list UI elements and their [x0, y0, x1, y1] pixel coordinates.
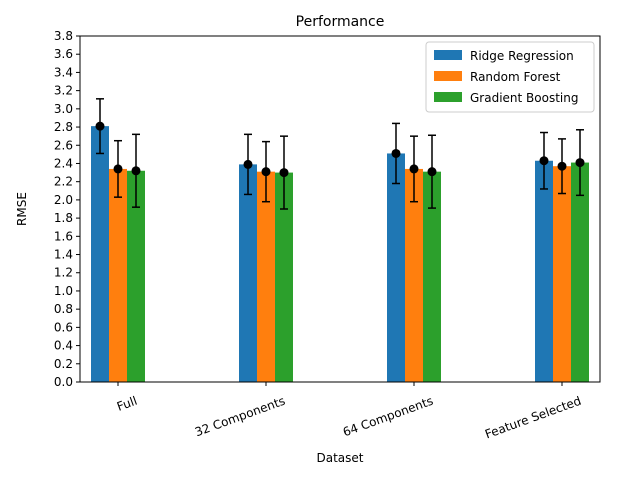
bar-1-1	[257, 171, 275, 382]
y-tick-label-0: 0.0	[54, 375, 73, 389]
y-tick-label-17: 3.4	[54, 65, 73, 79]
point-2-0	[131, 166, 141, 176]
y-tick-label-9: 1.8	[54, 211, 73, 225]
y-tick-label-12: 2.4	[54, 156, 73, 170]
x-tick-label-2: 64 Components	[341, 394, 435, 440]
point-2-2	[427, 167, 437, 177]
point-1-2	[409, 164, 419, 174]
legend-swatch-0	[434, 50, 462, 60]
y-tick-label-16: 3.2	[54, 84, 73, 98]
point-0-2	[391, 148, 401, 158]
bar-0-3	[535, 160, 553, 382]
point-1-0	[113, 164, 123, 174]
point-0-1	[243, 159, 253, 169]
legend-label-2: Gradient Boosting	[470, 91, 578, 105]
y-tick-label-18: 3.6	[54, 47, 73, 61]
y-tick-label-5: 1.0	[54, 284, 73, 298]
y-tick-label-14: 2.8	[54, 120, 73, 134]
y-tick-label-3: 0.6	[54, 320, 73, 334]
chart-title: Performance	[296, 14, 385, 30]
x-tick-label-3: Feature Selected	[483, 394, 583, 442]
legend-swatch-1	[434, 71, 462, 81]
y-tick-label-6: 1.2	[54, 266, 73, 280]
point-2-1	[279, 168, 289, 178]
y-tick-label-1: 0.2	[54, 357, 73, 371]
bar-2-0	[127, 170, 145, 382]
legend-swatch-2	[434, 92, 462, 102]
x-axis-label: Dataset	[317, 451, 364, 465]
y-tick-label-19: 3.8	[54, 29, 73, 43]
y-tick-label-15: 3.0	[54, 102, 73, 116]
y-tick-label-11: 2.2	[54, 175, 73, 189]
legend-label-0: Ridge Regression	[470, 49, 574, 63]
y-tick-label-2: 0.4	[54, 339, 73, 353]
y-tick-label-10: 2.0	[54, 193, 73, 207]
series-2	[127, 129, 589, 382]
bar-2-1	[275, 172, 293, 382]
bar-0-1	[239, 164, 257, 382]
point-0-3	[539, 156, 549, 166]
y-tick-label-13: 2.6	[54, 138, 73, 152]
bar-1-0	[109, 168, 127, 382]
bar-1-3	[553, 166, 571, 382]
point-2-3	[575, 158, 585, 168]
series-0	[91, 98, 553, 382]
y-tick-label-7: 1.4	[54, 248, 73, 262]
point-1-3	[557, 161, 567, 171]
bar-2-3	[571, 162, 589, 382]
legend: Ridge Regression Random Forest Gradient Bo…	[425, 41, 595, 113]
axes-frame	[79, 35, 601, 383]
legend-box	[425, 41, 595, 113]
series-1	[109, 135, 571, 382]
legend-label-1: Random Forest	[470, 70, 561, 84]
x-tick-label-1: 32 Components	[193, 394, 287, 440]
bar-2-2	[423, 171, 441, 382]
x-axis: Full 32 Components 64 Components Feature Se…	[115, 382, 583, 441]
y-axis-label: RMSE	[15, 192, 29, 226]
point-0-0	[95, 121, 105, 131]
y-axis: 0.0 0.2 0.4 0.6 0.8 1.0 1.2 1.4 1.6 1.8 2.0 2.2 2.4 2…	[54, 29, 80, 389]
bar-1-2	[405, 168, 423, 382]
x-tick-label-0: Full	[115, 394, 139, 414]
bar-0-2	[387, 153, 405, 382]
y-tick-label-4: 0.8	[54, 302, 73, 316]
bar-0-0	[91, 126, 109, 382]
point-1-1	[261, 167, 271, 177]
y-tick-label-8: 1.6	[54, 229, 73, 243]
